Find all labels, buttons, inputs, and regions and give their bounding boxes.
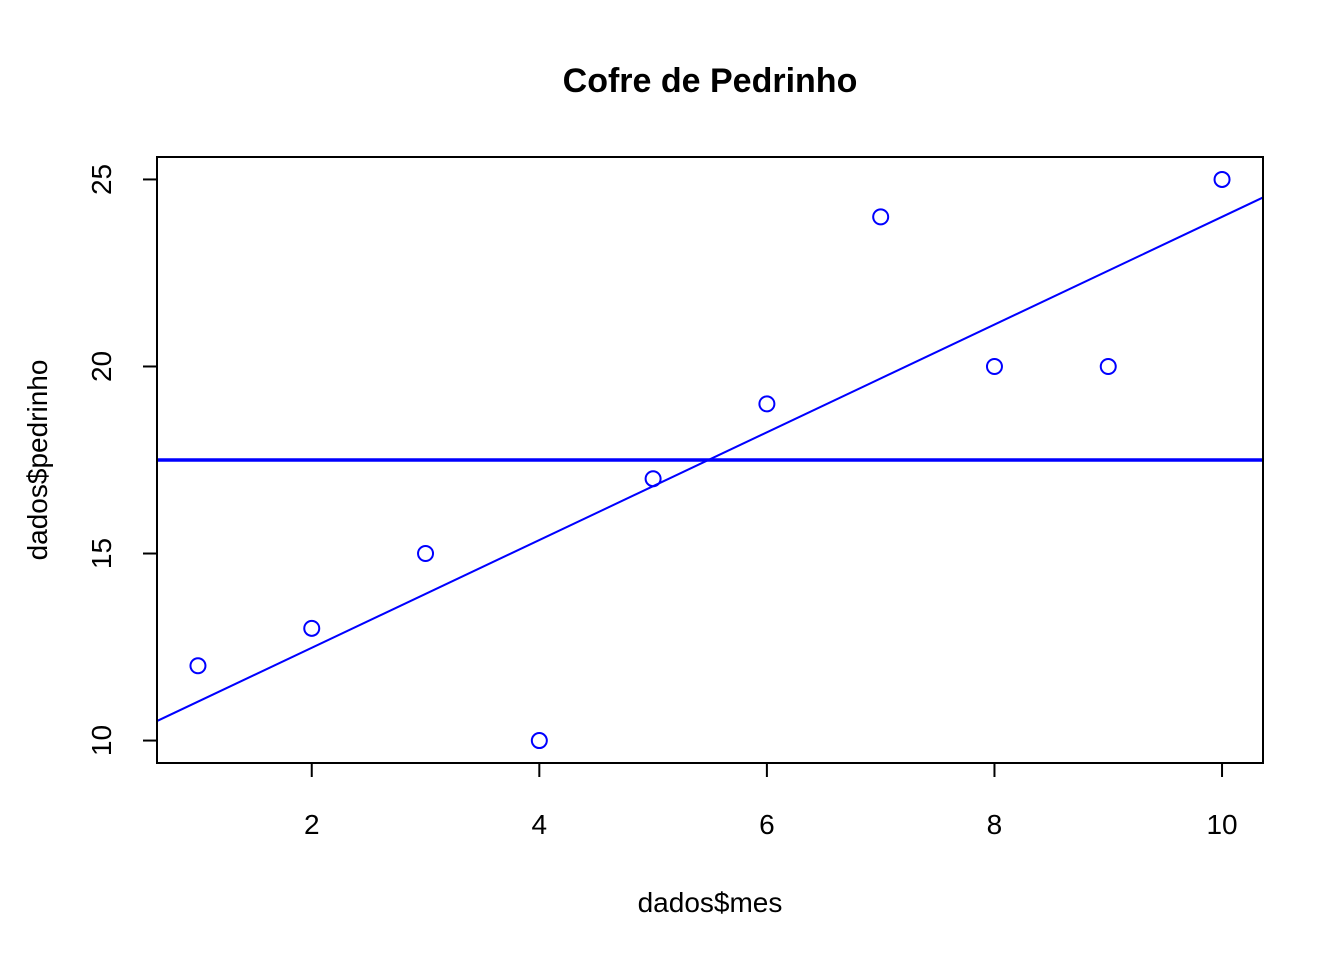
data-point <box>303 619 321 637</box>
chart-title: Cofre de Pedrinho <box>563 62 858 100</box>
y-axis: 10 15 20 25 <box>86 164 158 756</box>
data-point <box>644 470 662 488</box>
data-point <box>530 732 548 750</box>
x-tick-label: 2 <box>304 809 320 840</box>
x-axis: 2 4 6 8 10 <box>304 762 1238 840</box>
y-tick-label: 20 <box>86 351 117 382</box>
x-tick-label: 10 <box>1206 809 1237 840</box>
y-tick-label: 10 <box>86 725 117 756</box>
data-point <box>872 208 890 226</box>
x-tick-label: 8 <box>987 809 1003 840</box>
y-tick-label: 15 <box>86 538 117 569</box>
data-point <box>985 357 1003 375</box>
data-point <box>758 395 776 413</box>
data-point <box>189 657 207 675</box>
data-point <box>1213 170 1231 188</box>
plot-area <box>157 170 1263 750</box>
y-tick-label: 25 <box>86 164 117 195</box>
data-point <box>417 545 435 563</box>
y-axis-label: dados$pedrinho <box>22 360 53 561</box>
data-point <box>1099 357 1117 375</box>
x-tick-label: 4 <box>532 809 548 840</box>
x-axis-label: dados$mes <box>638 887 783 918</box>
x-tick-label: 6 <box>759 809 775 840</box>
